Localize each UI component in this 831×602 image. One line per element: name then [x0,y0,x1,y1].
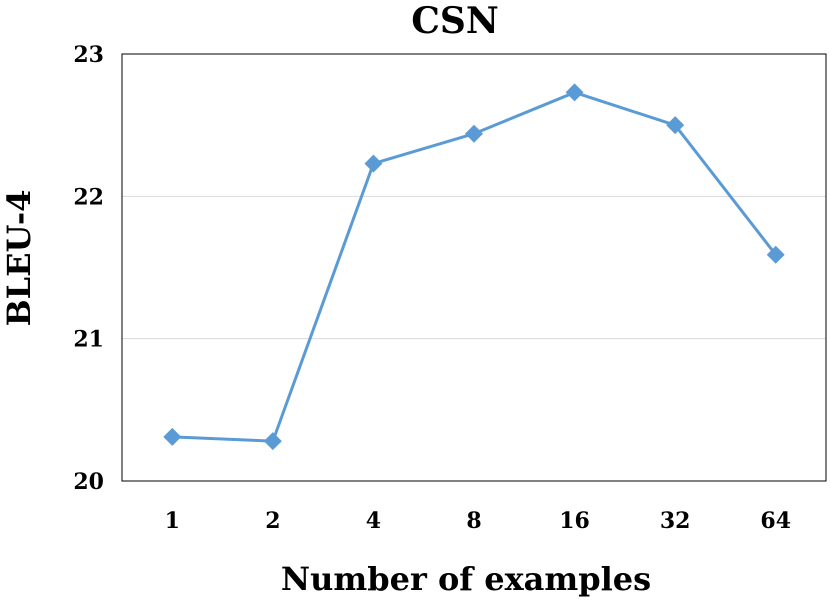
plot-area [121,53,827,482]
x-tick-label: 16 [559,508,590,534]
data-point-marker [565,83,584,102]
data-point-marker [766,245,785,264]
y-axis-ticks: 20 21 22 23 [73,42,104,495]
data-point-marker [263,432,282,451]
series-line [163,83,785,451]
data-point-marker [163,427,182,446]
x-tick-label: 8 [466,508,481,534]
data-point-marker [364,154,383,173]
series-line-path [172,90,777,443]
x-tick-label: 1 [165,508,180,534]
data-point-marker [666,116,685,135]
x-tick-label: 4 [366,508,381,534]
x-tick-label: 64 [760,508,791,534]
gridlines [122,195,826,340]
y-tick-label: 22 [73,184,104,210]
x-tick-label: 32 [660,508,691,534]
data-point-marker [465,124,483,143]
x-axis-ticks: 1 2 4 8 16 32 64 [165,508,791,534]
x-axis-label: Number of examples [281,560,651,598]
y-tick-label: 20 [73,469,104,495]
x-tick-label: 2 [265,508,280,534]
chart-title: CSN [411,0,499,42]
y-tick-label: 23 [73,42,104,68]
y-axis-label: BLEU-4 [0,190,38,327]
y-tick-label: 21 [73,327,104,353]
